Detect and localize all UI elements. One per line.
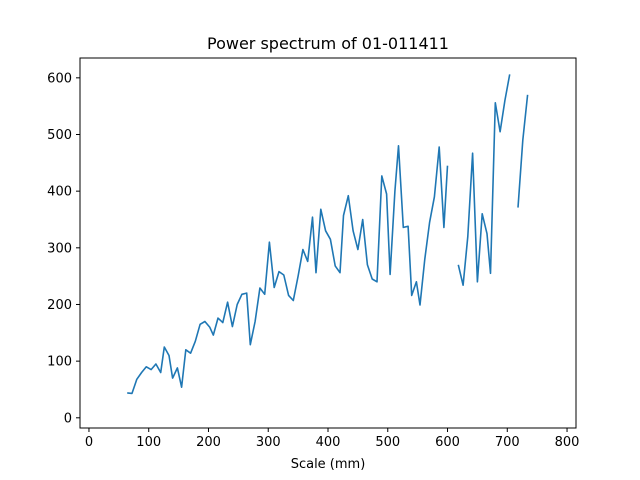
y-tick-label: 400 (47, 185, 72, 200)
series-line-segment (457, 74, 511, 287)
series-layer (127, 74, 529, 395)
y-tick-label: 500 (47, 128, 72, 143)
y-tick-label: 600 (47, 71, 72, 86)
x-tick-label: 800 (555, 435, 580, 450)
y-axis: 0 100 200 300 400 500 600 (47, 71, 80, 426)
y-tick-label: 200 (47, 298, 72, 313)
x-tick-label: 300 (256, 435, 281, 450)
x-axis: 0 100 200 300 400 500 600 700 800 (85, 428, 580, 450)
y-tick-label: 0 (64, 411, 72, 426)
x-tick-label: 700 (495, 435, 520, 450)
x-tick-label: 400 (316, 435, 341, 450)
series-line-segment (517, 94, 529, 208)
y-tick-label: 100 (47, 355, 72, 370)
x-tick-label: 600 (435, 435, 460, 450)
x-tick-label: 0 (85, 435, 93, 450)
series-line-segment (127, 145, 449, 395)
x-axis-label: Scale (mm) (291, 457, 366, 472)
x-tick-label: 500 (375, 435, 400, 450)
x-tick-label: 200 (196, 435, 221, 450)
y-tick-label: 300 (47, 241, 72, 256)
chart-title: Power spectrum of 01-011411 (207, 34, 449, 53)
x-tick-label: 100 (136, 435, 161, 450)
